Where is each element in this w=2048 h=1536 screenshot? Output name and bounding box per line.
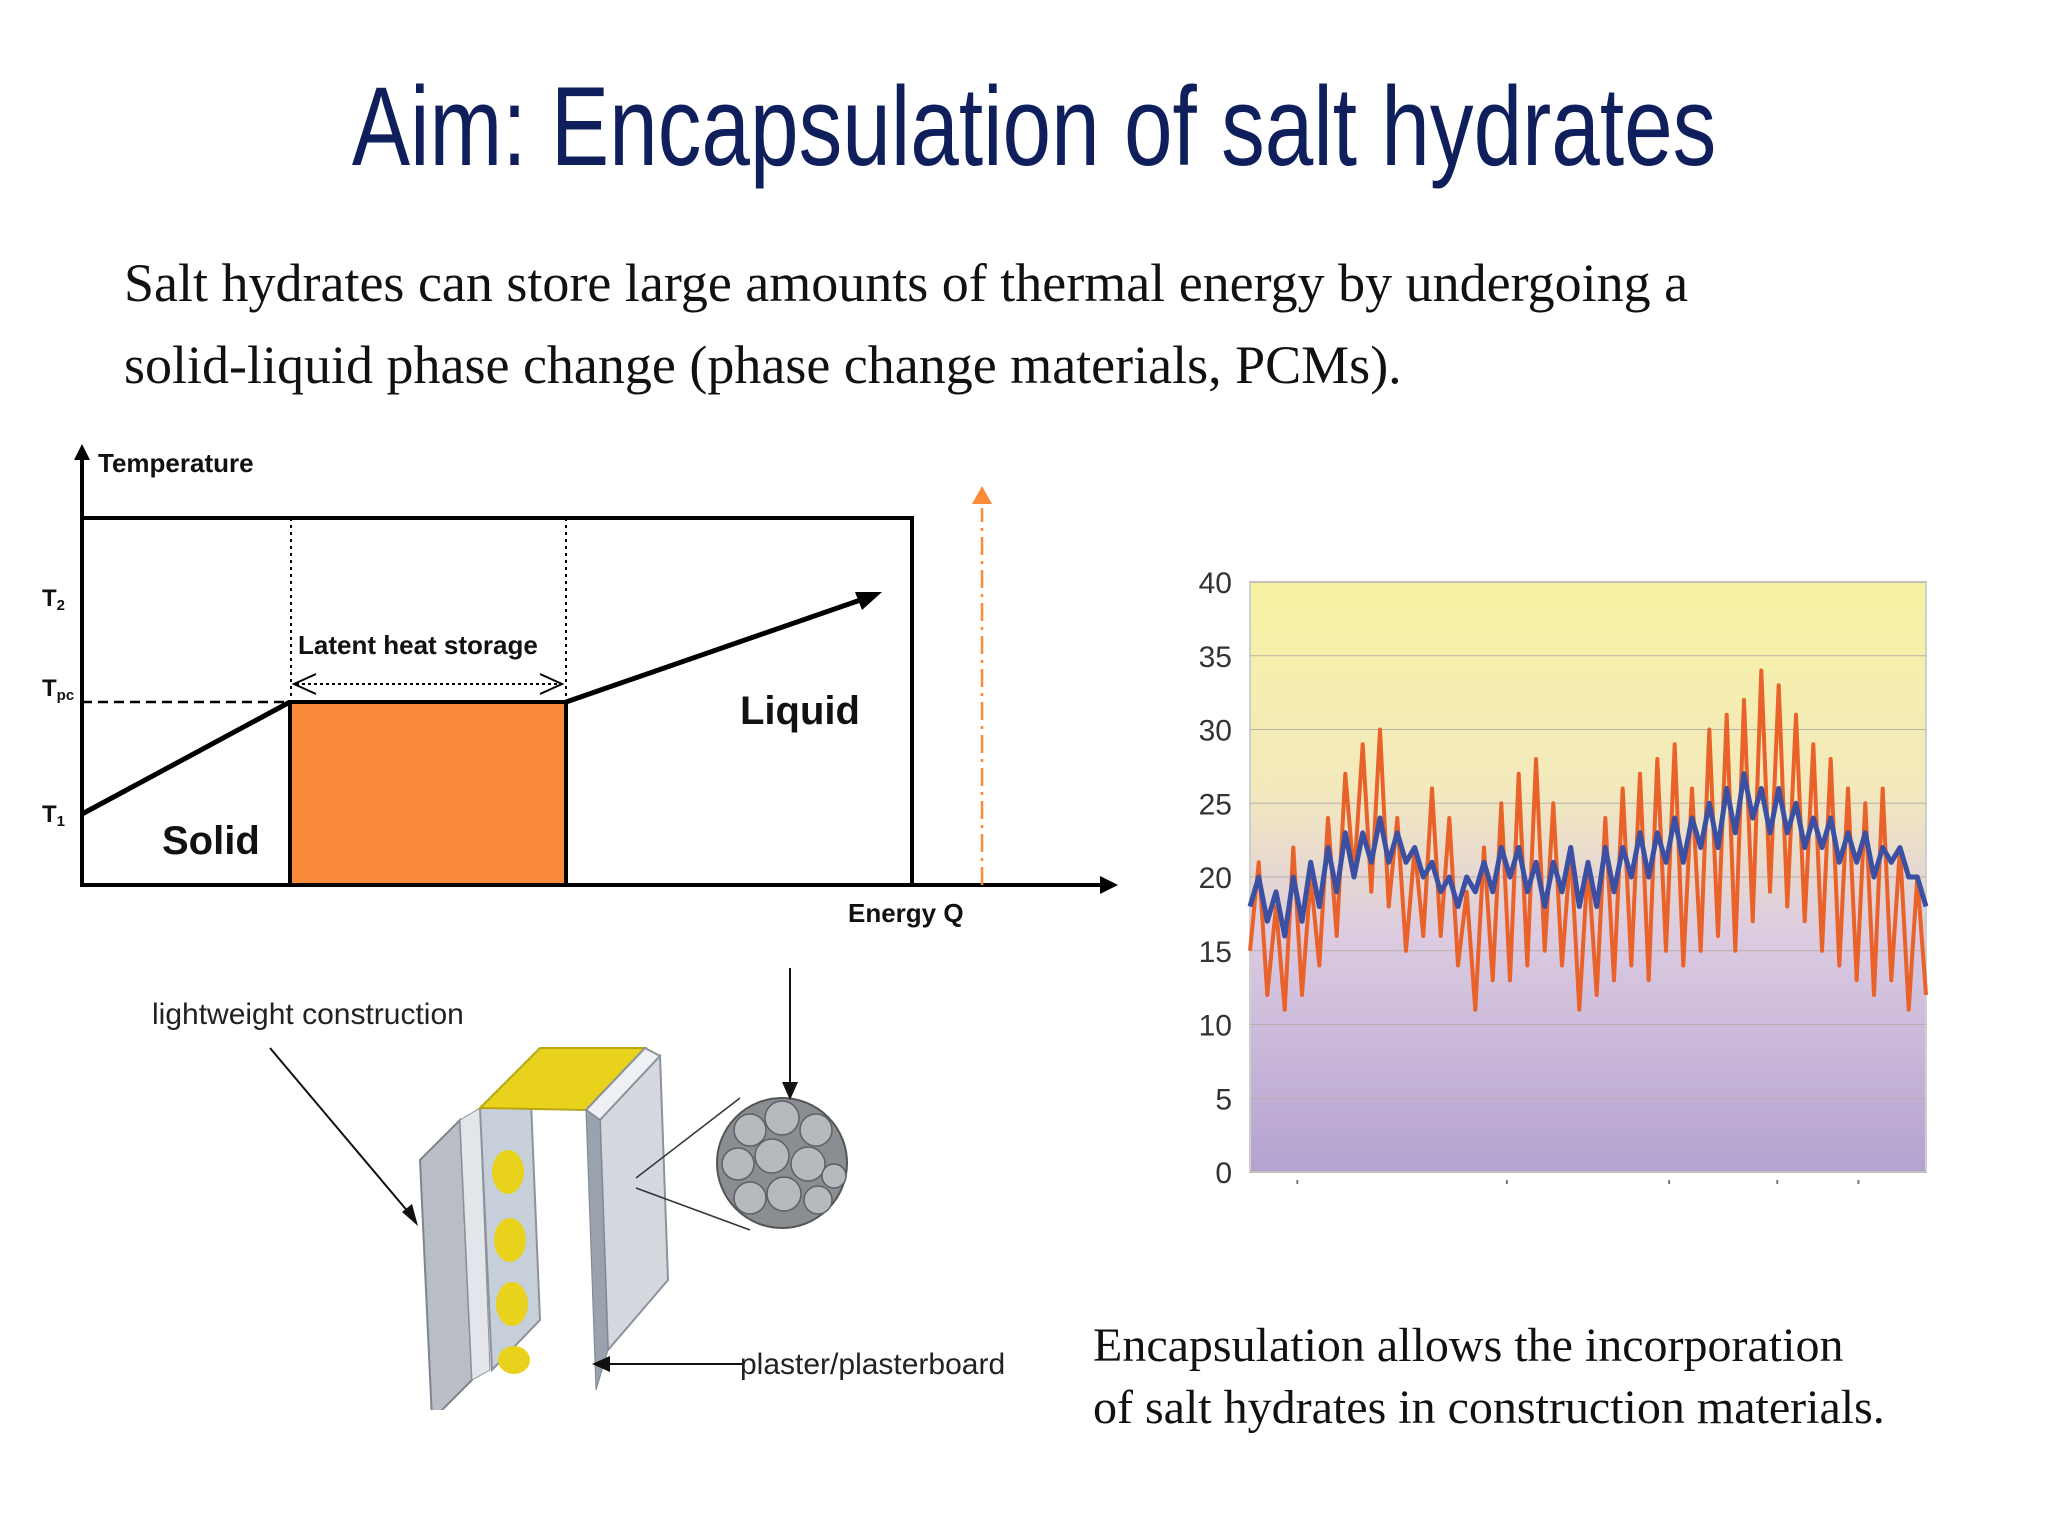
x-tick-marks: [1296, 1180, 1860, 1184]
liquid-heating-line: [565, 593, 873, 705]
phase-change-diagram: Temperature Energy Q Latent heat storage…: [42, 444, 1118, 928]
tick-t1: T1: [42, 801, 65, 830]
series-line-2: [1247, 771, 1929, 939]
liquid-label: Liquid: [740, 689, 860, 733]
y-tick-label: 40: [1199, 567, 1232, 600]
y-axis-label: Temperature: [98, 448, 254, 478]
plaster-pointer-head: [592, 1356, 610, 1372]
y-tick-label: 35: [1199, 641, 1232, 674]
lightweight-construction-label: lightweight construction: [152, 998, 464, 1031]
insulation-hole-3: [496, 1282, 528, 1326]
y-tick-label: 25: [1199, 788, 1232, 821]
insulation-hole-2: [494, 1218, 526, 1262]
microcapsules: [721, 1100, 847, 1215]
x-axis-label: Energy Q: [848, 898, 964, 928]
insulation-hole-1: [492, 1150, 524, 1194]
liquid-heating-arrowhead: [855, 592, 882, 610]
y-tick-label: 0: [1215, 1157, 1232, 1190]
latent-heat-region: [288, 700, 568, 887]
wall-illustration: lightweight construction plaster/plaster…: [152, 968, 1005, 1410]
intro-text: Salt hydrates can store large amounts of…: [124, 242, 1944, 406]
grid-lines: [1250, 581, 1926, 1173]
latent-heat-label: Latent heat storage: [298, 630, 538, 660]
y-tick-label: 5: [1215, 1083, 1232, 1116]
y-tick-label: 15: [1199, 936, 1232, 969]
latent-bracket-left-arrow: [291, 673, 317, 695]
solid-heating-line: [80, 699, 292, 817]
zoom-line-2: [635, 1187, 751, 1231]
tick-t2: T2: [42, 585, 65, 614]
intro-line-2: solid-liquid phase change (phase change …: [124, 335, 1402, 395]
caption-line-1: Encapsulation allows the incorporation: [1093, 1319, 1844, 1372]
construction-pointer-head: [402, 1204, 418, 1226]
solid-label: Solid: [162, 819, 260, 863]
temperature-chart: 0 5 10 15 20 25 30 35 40: [1199, 567, 1929, 1190]
x-axis-arrowhead: [1100, 876, 1118, 894]
plaster-label: plaster/plasterboard: [740, 1348, 1005, 1381]
y-tick-label: 10: [1199, 1010, 1232, 1043]
orange-arrowhead: [972, 486, 992, 504]
caption-line-2: of salt hydrates in construction materia…: [1093, 1381, 1885, 1434]
caption-text: Encapsulation allows the incorporation o…: [1093, 1315, 2013, 1439]
y-tick-labels: 0 5 10 15 20 25 30 35 40: [1199, 567, 1232, 1190]
tick-tpc: Tpc: [42, 675, 74, 704]
latent-bracket-right-arrow: [539, 673, 565, 695]
y-tick-label: 30: [1199, 715, 1232, 748]
insulation-hole-4: [498, 1346, 530, 1374]
construction-pointer: [269, 1047, 416, 1221]
closeup-pointer-head: [782, 1082, 798, 1100]
right-board-edge: [585, 1109, 609, 1391]
zoom-line-1: [635, 1097, 741, 1179]
slide-title: Aim: Encapsulation of salt hydrates: [351, 64, 1717, 189]
y-tick-label: 20: [1199, 862, 1232, 895]
y-axis-arrowhead: [74, 444, 90, 460]
series-group: [1247, 668, 1929, 1012]
intro-line-1: Salt hydrates can store large amounts of…: [124, 253, 1689, 313]
